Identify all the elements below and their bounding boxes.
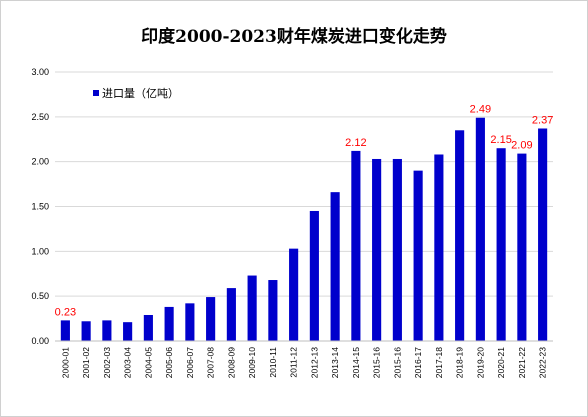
bar: [60, 320, 70, 341]
legend: 进口量（亿吨）: [93, 87, 179, 100]
x-tick-label: 2022-23: [538, 347, 548, 378]
x-tick-label: 2020-21: [496, 347, 506, 378]
bar: [143, 314, 153, 341]
x-tick-label: 2008-09: [226, 347, 236, 378]
bar: [102, 320, 112, 341]
x-tick-label: 2007-08: [206, 347, 216, 378]
bar: [226, 288, 236, 341]
x-tick-label: 2017-18: [434, 347, 444, 378]
x-tick-label: 2006-07: [185, 347, 195, 378]
x-tick-label: 2014-15: [351, 347, 361, 378]
y-tick-label: 3.00: [31, 67, 49, 77]
bar: [185, 303, 195, 341]
bar: [309, 210, 319, 341]
bar: [268, 280, 278, 341]
x-tick-label: 2012-13: [309, 347, 319, 378]
data-label: 0.23: [55, 306, 76, 318]
x-tick-label: 2005-06: [164, 347, 174, 378]
x-tick-label: 2013-14: [330, 347, 340, 378]
x-tick-label: 2018-19: [455, 347, 465, 378]
bar: [164, 306, 174, 341]
bar: [496, 148, 506, 341]
bar: [247, 275, 257, 341]
x-tick-label: 2001-02: [81, 347, 91, 378]
bar: [413, 170, 423, 341]
x-tick-label: 2010-11: [268, 347, 278, 378]
bars: [60, 117, 548, 341]
y-tick-label: 1.00: [31, 246, 49, 256]
bar: [434, 154, 444, 341]
x-tick-label: 2016-17: [413, 347, 423, 378]
data-label: 2.37: [532, 114, 553, 126]
bar: [475, 117, 485, 341]
bar: [81, 321, 91, 341]
y-tick-label: 0.50: [31, 291, 49, 301]
x-tick-label: 2009-10: [247, 347, 257, 378]
bar: [538, 128, 548, 341]
y-tick-label: 2.50: [31, 112, 49, 122]
y-tick-labels: 0.00 0.50 1.00 1.50 2.00 2.50 3.00: [31, 67, 49, 346]
bar: [289, 248, 299, 341]
y-tick-label: 2.00: [31, 157, 49, 167]
x-tick-label: 2011-12: [289, 347, 299, 378]
x-tick-label: 2003-04: [123, 347, 133, 378]
legend-label: 进口量（亿吨）: [102, 87, 179, 100]
x-tick-label: 2015-16: [392, 347, 402, 378]
data-label: 2.09: [511, 140, 532, 152]
x-tick-label: 2000-01: [60, 347, 70, 378]
data-labels: 0.23 2.12 2.49 2.15 2.09 2.37: [55, 104, 554, 319]
chart-title: 印度2000-2023财年煤炭进口变化走势: [141, 27, 447, 47]
bar: [351, 150, 361, 341]
x-tick-label: 2019-20: [475, 347, 485, 378]
data-label: 2.12: [345, 137, 366, 149]
bar: [517, 153, 527, 341]
x-tick-labels: 2000-01 2001-02 2002-03 2003-04 2004-05 2005-…: [60, 347, 547, 378]
bar: [455, 130, 465, 341]
grid-lines: [55, 71, 553, 297]
data-label: 2.49: [470, 104, 491, 116]
legend-swatch: [93, 90, 99, 96]
bar: [392, 158, 402, 341]
x-tick-label: 2015-16: [372, 347, 382, 378]
x-tick-label: 2002-03: [102, 347, 112, 378]
data-label: 2.15: [490, 134, 511, 146]
x-tick-label: 2004-05: [143, 347, 153, 378]
bar: [206, 297, 216, 341]
y-tick-label: 1.50: [31, 202, 49, 212]
y-tick-label: 0.00: [31, 336, 49, 346]
bar: [123, 322, 133, 341]
bar: [330, 192, 340, 341]
bar: [372, 158, 382, 341]
x-tick-label: 2021-22: [517, 347, 527, 378]
